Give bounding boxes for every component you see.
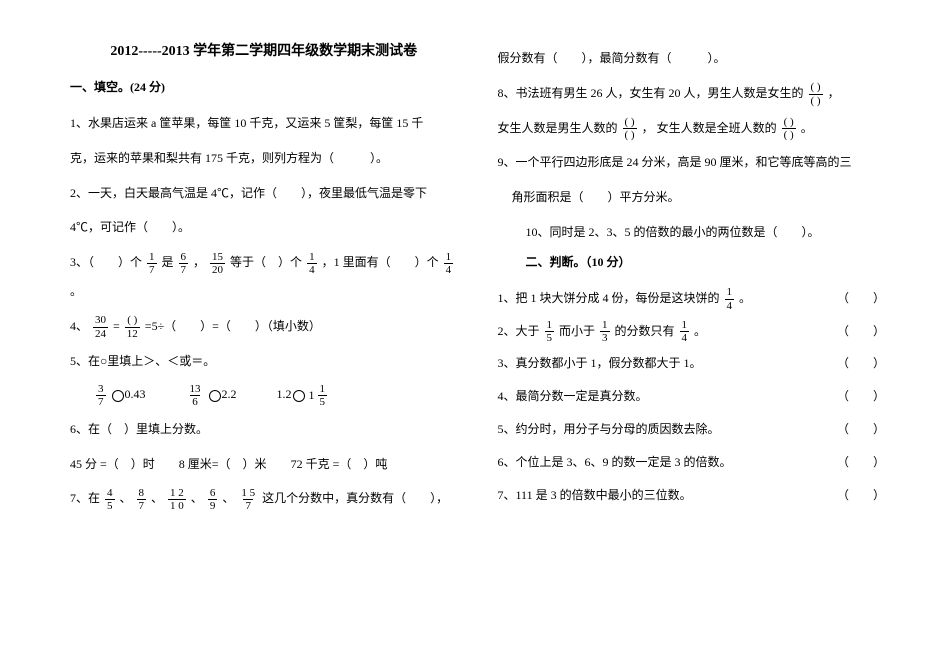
paren: （ ）	[837, 448, 885, 477]
r8d: ， 女生人数是全班人数的	[642, 121, 777, 135]
frac-1-5: 15	[545, 319, 555, 344]
frac-30-24: 3024	[93, 314, 108, 339]
frac-15-20: 1520	[210, 251, 225, 276]
frac-blank-12: ( )12	[125, 314, 140, 339]
frac-1-4c: 14	[725, 286, 735, 311]
q6b: 8 厘米=（ ）米	[179, 450, 267, 479]
section-1-head: 一、填空。(24 分)	[70, 78, 458, 95]
j6-text: 6、个位上是 3、6、9 的数一定是 3 的倍数。	[498, 448, 732, 477]
j5: 5、约分时，用分子与分母的质因数去除。 （ ）	[498, 415, 886, 444]
sep4: 、	[222, 491, 234, 505]
q2-line2: 4℃，可记作（ ）。	[70, 213, 458, 242]
q7-c: 这几个分数中，真分数有（ ），	[262, 491, 448, 505]
q4-b1: =	[113, 319, 120, 333]
r8e: 。	[801, 121, 813, 135]
circle-icon	[293, 390, 305, 402]
frac-13-6: 136	[188, 383, 203, 408]
exam-title: 2012-----2013 学年第二学期四年级数学期末测试卷	[70, 40, 458, 60]
frac-6-7: 67	[179, 251, 189, 276]
j2d: 。	[694, 324, 706, 338]
frac-1-4b: 14	[444, 251, 454, 276]
j4-text: 4、最简分数一定是真分数。	[498, 382, 648, 411]
q3: 3、（ ）个 17 是 67 ， 1520 等于（ ）个 14 ，1 里面有（ …	[70, 248, 458, 306]
q1-line2: 克，运来的苹果和梨共有 175 千克，则列方程为（ ）。	[70, 144, 458, 173]
q3-d: 等于（ ）个	[230, 255, 302, 269]
q6-row: 45 分 =（ ）时 8 厘米=（ ）米 72 千克 =（ ）吨	[70, 450, 458, 479]
q4-a: 4、	[70, 319, 88, 333]
r9-line1: 9、一个平行四边形底是 24 分米，高是 90 厘米，和它等底等高的三	[498, 148, 886, 177]
j5-text: 5、约分时，用分子与分母的质因数去除。	[498, 415, 720, 444]
j1b: 。	[739, 291, 751, 305]
left-column: 2012-----2013 学年第二学期四年级数学期末测试卷 一、填空。(24 …	[70, 40, 458, 519]
frac-8-7: 87	[137, 487, 147, 512]
paren: （ ）	[837, 415, 885, 444]
frac-6-9: 69	[208, 487, 218, 512]
frac-3-7: 37	[96, 383, 106, 408]
q4: 4、 3024 = ( )12 =5÷（ ）=（ ）（填小数）	[70, 312, 458, 341]
paren: （ ）	[837, 349, 885, 378]
frac-12-10: 1 21 0	[168, 487, 186, 512]
r10: 10、同时是 2、3、5 的倍数的最小的两位数是（ ）。	[498, 218, 886, 247]
circle-icon	[112, 390, 124, 402]
right-column: 假分数有（ ），最简分数有（ ）。 8、书法班有男生 26 人，女生有 20 人…	[498, 40, 886, 519]
sep3: 、	[191, 491, 203, 505]
circle-icon	[209, 390, 221, 402]
r8a: 8、书法班有男生 26 人，女生有 20 人，男生人数是女生的	[498, 86, 804, 100]
r8c: 女生人数是男生人数的	[498, 121, 618, 135]
q3-c: ，	[193, 255, 205, 269]
sep1: 、	[120, 491, 132, 505]
j2a: 2、大于	[498, 324, 540, 338]
q1-line1: 1、水果店运来 a 筐苹果，每筐 10 千克，又运来 5 筐梨，每筐 15 千	[70, 109, 458, 138]
j6: 6、个位上是 3、6、9 的数一定是 3 的倍数。 （ ）	[498, 448, 886, 477]
sep2: 、	[151, 491, 163, 505]
j3-text: 3、真分数都小于 1，假分数都大于 1。	[498, 349, 702, 378]
cmp2: 136 2.2	[186, 381, 237, 408]
frac-pp3: ( )( )	[782, 116, 796, 141]
frac-1-4: 14	[307, 251, 317, 276]
r8: 8、书法班有男生 26 人，女生有 20 人，男生人数是女生的 ( )( ) ，	[498, 79, 886, 108]
q3-b: 是	[162, 255, 174, 269]
q4-c: =5÷（ ）=（ ）（填小数）	[145, 319, 321, 333]
frac-15-7: 1 57	[239, 487, 257, 512]
paren: （ ）	[837, 284, 885, 313]
q3-a: 3、（ ）个	[70, 255, 142, 269]
q6a: 45 分 =（ ）时	[70, 450, 155, 479]
frac-1-7: 17	[147, 251, 157, 276]
mixed-1-1-5: 115	[309, 382, 330, 408]
q5: 5、在○里填上＞、＜或＝。	[70, 347, 458, 376]
j1a: 1、把 1 块大饼分成 4 份，每份是这块饼的	[498, 291, 720, 305]
frac-4-5: 45	[105, 487, 115, 512]
j7-text: 7、111 是 3 的倍数中最小的三位数。	[498, 481, 692, 510]
j3: 3、真分数都小于 1，假分数都大于 1。 （ ）	[498, 349, 886, 378]
frac-pp1: ( )( )	[809, 81, 823, 106]
paren: （ ）	[837, 481, 885, 510]
q3-f: 。	[70, 284, 82, 298]
q3-e: ，1 里面有（ ）个	[322, 255, 439, 269]
frac-1-3: 13	[600, 319, 610, 344]
q2-line1: 2、一天，白天最高气温是 4℃，记作（ ），夜里最低气温是零下	[70, 179, 458, 208]
j2c: 的分数只有	[615, 324, 675, 338]
frac-1-4d: 14	[680, 319, 690, 344]
q5-compare-row: 37 ○0.430.43 136 2.2 1.2 115	[70, 381, 458, 408]
j4: 4、最简分数一定是真分数。 （ ）	[498, 382, 886, 411]
section-2-head: 二、判断。（10 分）	[526, 253, 886, 270]
j2b: 而小于	[559, 324, 595, 338]
paren: （ ）	[837, 317, 885, 346]
paren: （ ）	[837, 382, 885, 411]
r9-line2: 角形面积是（ ）平方分米。	[498, 183, 886, 212]
q7-a: 7、在	[70, 491, 100, 505]
cmp1: 37 ○0.430.43	[94, 381, 146, 408]
r8b: ，	[828, 86, 840, 100]
q7: 7、在 45 、 87 、 1 21 0 、 69 、 1 57 这几个分数中，…	[70, 484, 458, 513]
j1: 1、把 1 块大饼分成 4 份，每份是这块饼的 14 。 （ ）	[498, 284, 886, 313]
cmp3: 1.2 115	[277, 381, 330, 408]
r8-line2: 女生人数是男生人数的 ( )( ) ， 女生人数是全班人数的 ( )( ) 。	[498, 114, 886, 143]
q6: 6、在（ ）里填上分数。	[70, 415, 458, 444]
j7: 7、111 是 3 的倍数中最小的三位数。 （ ）	[498, 481, 886, 510]
frac-pp2: ( )( )	[623, 116, 637, 141]
j2: 2、大于 15 而小于 13 的分数只有 14 。 （ ）	[498, 317, 886, 346]
q6c: 72 千克 =（ ）吨	[291, 450, 388, 479]
r0: 假分数有（ ），最简分数有（ ）。	[498, 44, 886, 73]
